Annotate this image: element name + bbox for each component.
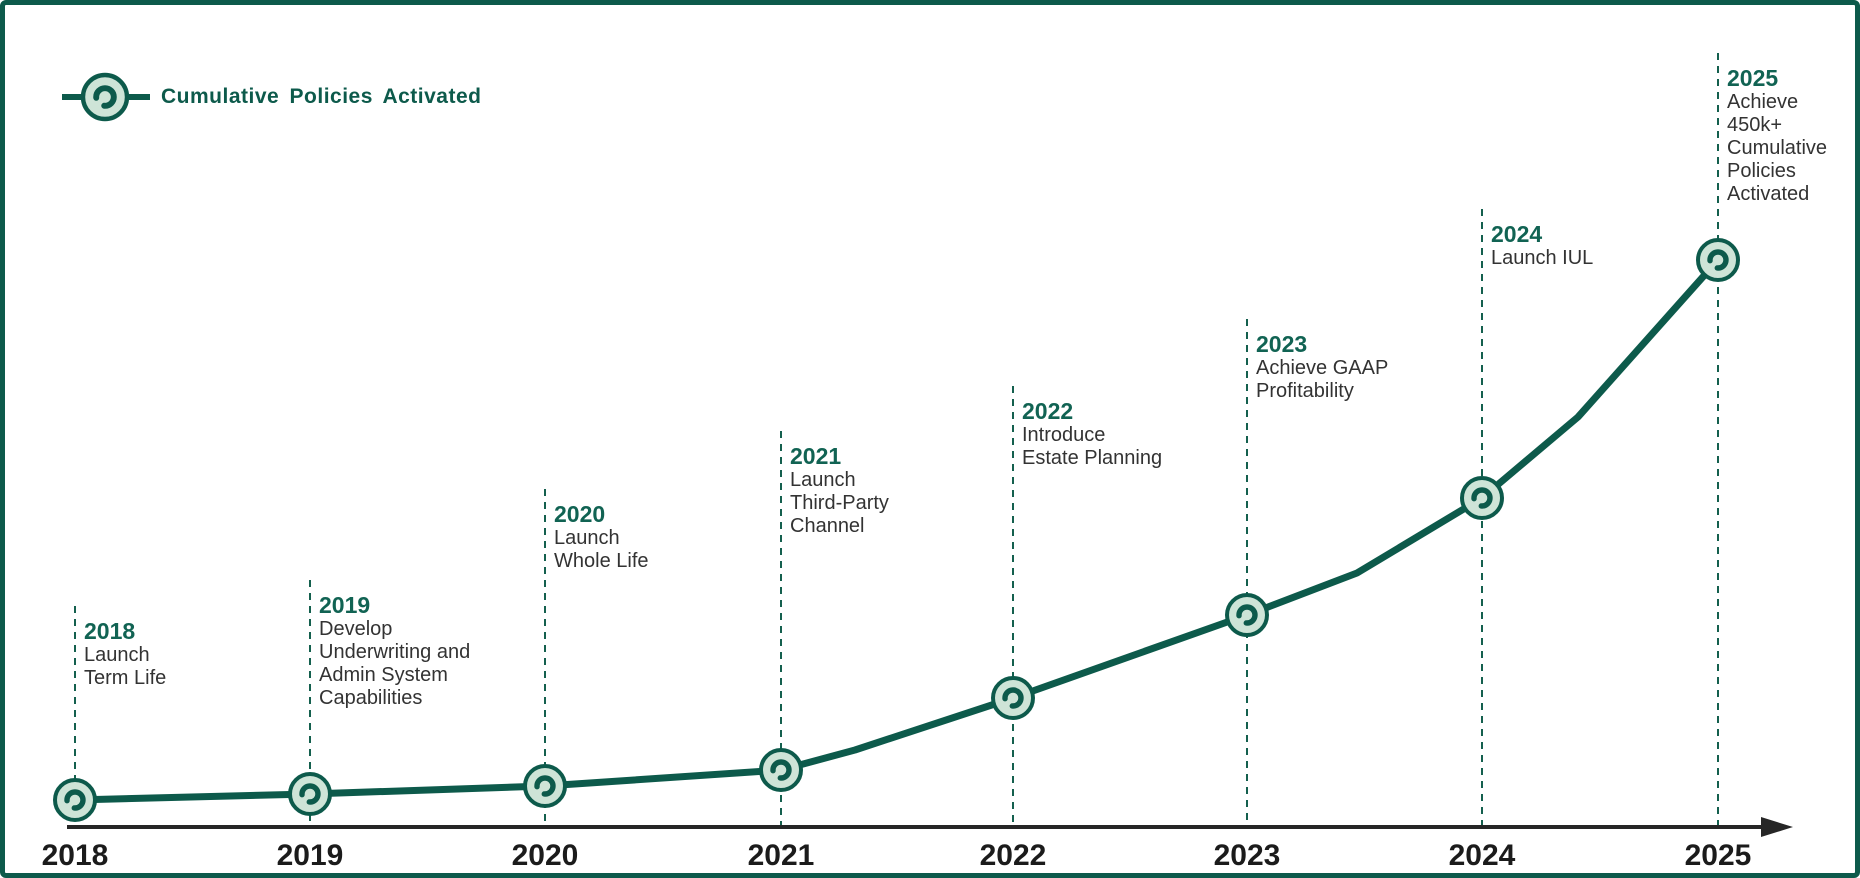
milestone-year: 2024 — [1491, 221, 1543, 247]
data-point-2020 — [525, 766, 565, 806]
data-point-2019 — [290, 774, 330, 814]
axis-year-2022: 2022 — [979, 839, 1047, 872]
axis-year-2020: 2020 — [511, 839, 579, 872]
data-point-2025 — [1698, 240, 1738, 280]
data-point-2021 — [761, 750, 801, 790]
axis-year-2018: 2018 — [41, 839, 109, 872]
milestone-text-line: Launch — [84, 644, 150, 666]
policies-curve — [71, 256, 1722, 804]
milestone-text-line: Activated — [1727, 183, 1810, 205]
axis-year-2023: 2023 — [1213, 839, 1281, 872]
x-axis-arrowhead — [1761, 817, 1793, 837]
milestone-2020: 2020 Launch Whole Life — [554, 501, 649, 573]
legend-label: Cumulative Policies Activated — [161, 85, 482, 108]
milestone-text-line: Introduce — [1022, 424, 1106, 446]
milestone-text-line: Profitability — [1256, 380, 1354, 402]
milestone-2025: 2025 Achieve 450k+ Cumulative Policies Activa… — [1727, 65, 1827, 206]
legend-marker-icon — [62, 75, 150, 119]
milestone-year: 2022 — [1022, 398, 1074, 424]
policies-line — [71, 256, 1722, 804]
milestone-text-line: Launch — [790, 469, 856, 491]
milestone-text-line: Launch IUL — [1491, 247, 1594, 269]
milestone-year: 2020 — [554, 501, 606, 527]
milestone-text-line: 450k+ — [1727, 114, 1783, 136]
milestone-text-line: Whole Life — [554, 550, 649, 572]
axis-year-2019: 2019 — [276, 839, 344, 872]
milestone-year: 2023 — [1256, 331, 1308, 357]
legend-marker — [83, 75, 127, 119]
milestone-2018: 2018 Launch Term Life — [84, 618, 166, 690]
milestone-text-line: Achieve — [1727, 91, 1799, 113]
data-point-2023 — [1227, 595, 1267, 635]
milestone-2023: 2023 Achieve GAAP Profitability — [1256, 331, 1388, 403]
x-axis — [67, 817, 1793, 837]
milestone-text-line: Launch — [554, 527, 620, 549]
milestone-year: 2025 — [1727, 65, 1779, 91]
milestone-text-line: Estate Planning — [1022, 447, 1163, 469]
milestone-text-line: Term Life — [84, 667, 167, 689]
milestone-text-line: Policies — [1727, 160, 1796, 182]
axis-year-2025: 2025 — [1684, 839, 1752, 872]
milestone-text-line: Underwriting and — [319, 641, 471, 663]
data-point-2018 — [55, 780, 95, 820]
milestone-year: 2021 — [790, 443, 842, 469]
data-point-2024 — [1462, 478, 1502, 518]
milestone-text-line: Admin System — [319, 664, 448, 686]
timeline-chart — [5, 53, 1793, 837]
milestone-text-line: Capabilities — [319, 687, 423, 709]
milestone-2019: 2019 Develop Underwriting and Admin System C… — [319, 592, 470, 710]
milestone-2021: 2021 Launch Third-Party Channel — [790, 443, 889, 538]
milestone-text-line: Third-Party — [790, 492, 889, 514]
milestone-text-line: Develop — [319, 618, 393, 640]
milestone-year: 2019 — [319, 592, 371, 618]
milestone-2024: 2024 Launch IUL — [1491, 221, 1593, 270]
milestone-text-line: Channel — [790, 515, 865, 537]
milestone-text-line: Achieve GAAP — [1256, 357, 1389, 379]
data-point-2022 — [993, 678, 1033, 718]
axis-year-2024: 2024 — [1448, 839, 1516, 872]
milestone-year: 2018 — [84, 618, 136, 644]
milestone-text-line: Cumulative — [1727, 137, 1828, 159]
milestone-2022: 2022 Introduce Estate Planning — [1022, 398, 1162, 470]
year-dashed-lines — [74, 53, 1719, 827]
axis-year-2021: 2021 — [747, 839, 815, 872]
